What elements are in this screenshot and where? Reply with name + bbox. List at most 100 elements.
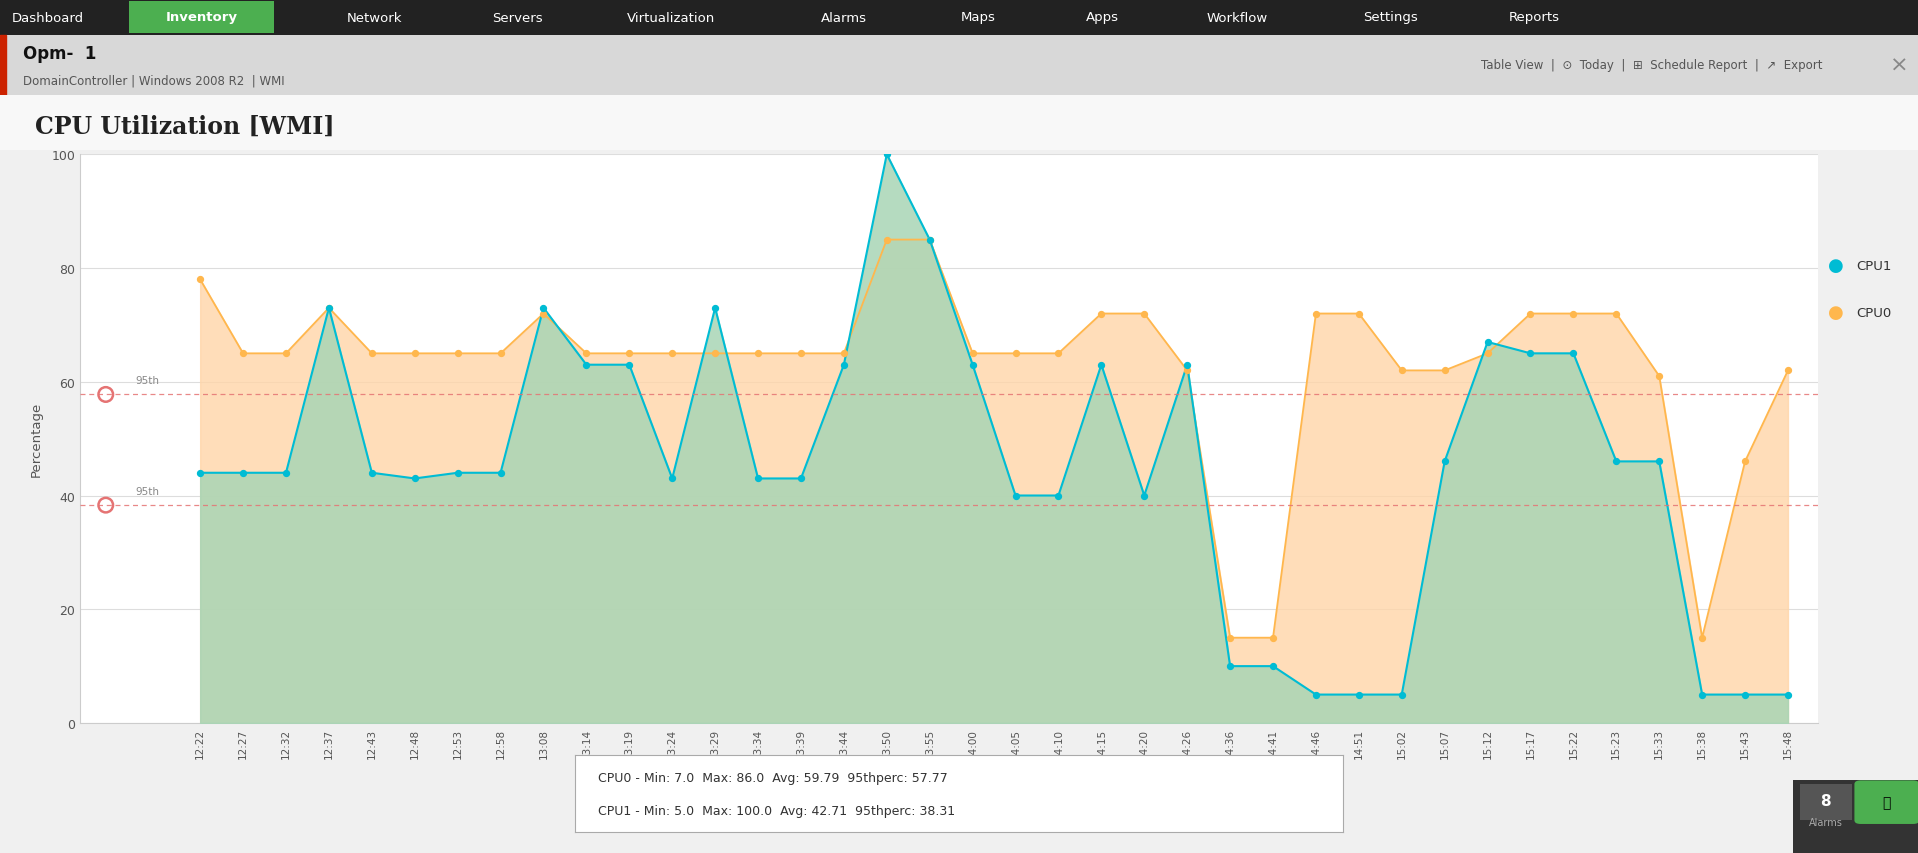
Point [742,347,773,361]
Point [1429,455,1460,468]
Point [1130,489,1160,502]
Text: Alarms: Alarms [821,11,867,25]
Text: Settings: Settings [1364,11,1417,25]
Point [1086,358,1116,372]
Point [1343,307,1373,321]
Point [915,234,946,247]
Point [1686,631,1717,645]
Point [871,148,901,162]
Point [90,388,121,402]
Text: 8: 8 [1820,793,1832,809]
Point [313,302,343,316]
Point [1557,307,1588,321]
Point [700,347,731,361]
Point [228,467,259,480]
Point [228,347,259,361]
Point [527,302,558,316]
Point [485,347,516,361]
Text: ●: ● [1828,304,1843,322]
Point [742,472,773,485]
Text: Servers: Servers [493,11,543,25]
Point [1473,336,1504,350]
X-axis label: Time: Time [932,767,965,780]
Point [871,234,901,247]
Point [656,472,687,485]
Text: Alarms: Alarms [1809,817,1843,827]
Text: 95th: 95th [136,375,159,386]
Text: ×: × [1889,56,1908,76]
Point [1300,307,1331,321]
Point [485,467,516,480]
Text: Inventory: Inventory [165,11,238,25]
Point [527,307,558,321]
Point [1343,688,1373,701]
Bar [0,36,6,96]
Point [614,358,644,372]
Point [614,347,644,361]
Text: CPU Utilization [WMI]: CPU Utilization [WMI] [35,114,334,138]
Point [999,347,1030,361]
Text: Network: Network [347,11,401,25]
Point [1473,347,1504,361]
Point [957,347,988,361]
Point [1300,688,1331,701]
FancyBboxPatch shape [1855,780,1918,824]
Text: Workflow: Workflow [1206,11,1268,25]
Point [572,358,602,372]
Point [1602,455,1632,468]
Point [957,358,988,372]
Point [829,358,859,372]
Point [1644,370,1674,384]
Text: 95th: 95th [136,486,159,496]
Point [357,347,387,361]
Point [1429,364,1460,378]
Text: Opm-  1: Opm- 1 [23,45,96,63]
Point [270,347,301,361]
Text: Maps: Maps [961,11,995,25]
Text: ●: ● [1828,257,1843,275]
Point [443,347,474,361]
Point [1557,347,1588,361]
Text: CPU1 - Min: 5.0  Max: 100.0  Avg: 42.71  95thperc: 38.31: CPU1 - Min: 5.0 Max: 100.0 Avg: 42.71 95… [598,804,955,816]
Text: DomainController | Windows 2008 R2  | WMI: DomainController | Windows 2008 R2 | WMI [23,74,284,87]
Point [1258,631,1289,645]
Text: Dashboard: Dashboard [12,11,84,25]
Text: CPU1: CPU1 [1857,259,1891,272]
Point [1043,489,1074,502]
Point [357,467,387,480]
Point [1172,364,1203,378]
Point [1387,364,1417,378]
Text: CPU0 - Min: 7.0  Max: 86.0  Avg: 59.79  95thperc: 57.77: CPU0 - Min: 7.0 Max: 86.0 Avg: 59.79 95t… [598,771,947,785]
Point [915,234,946,247]
Text: 💬: 💬 [1883,795,1891,809]
Text: Table View  |  ⊙  Today  |  ⊞  Schedule Report  |  ↗  Export: Table View | ⊙ Today | ⊞ Schedule Report… [1481,60,1822,73]
Point [1602,307,1632,321]
Point [1214,631,1245,645]
Text: CPU0: CPU0 [1857,306,1891,319]
Point [700,302,731,316]
Point [313,302,343,316]
Point [1086,307,1116,321]
Point [1172,358,1203,372]
FancyBboxPatch shape [129,2,274,34]
Point [1686,688,1717,701]
Point [1515,347,1546,361]
Point [786,347,817,361]
Point [1772,688,1803,701]
Point [1130,307,1160,321]
Point [270,467,301,480]
Point [184,273,215,287]
Y-axis label: Percentage: Percentage [31,402,42,477]
Bar [1799,784,1853,821]
Point [443,467,474,480]
Point [999,489,1030,502]
Point [1730,455,1761,468]
Point [829,347,859,361]
Point [786,472,817,485]
Point [1043,347,1074,361]
Point [90,499,121,513]
Point [1644,455,1674,468]
Text: Apps: Apps [1086,11,1120,25]
Point [399,347,430,361]
Point [1258,659,1289,673]
